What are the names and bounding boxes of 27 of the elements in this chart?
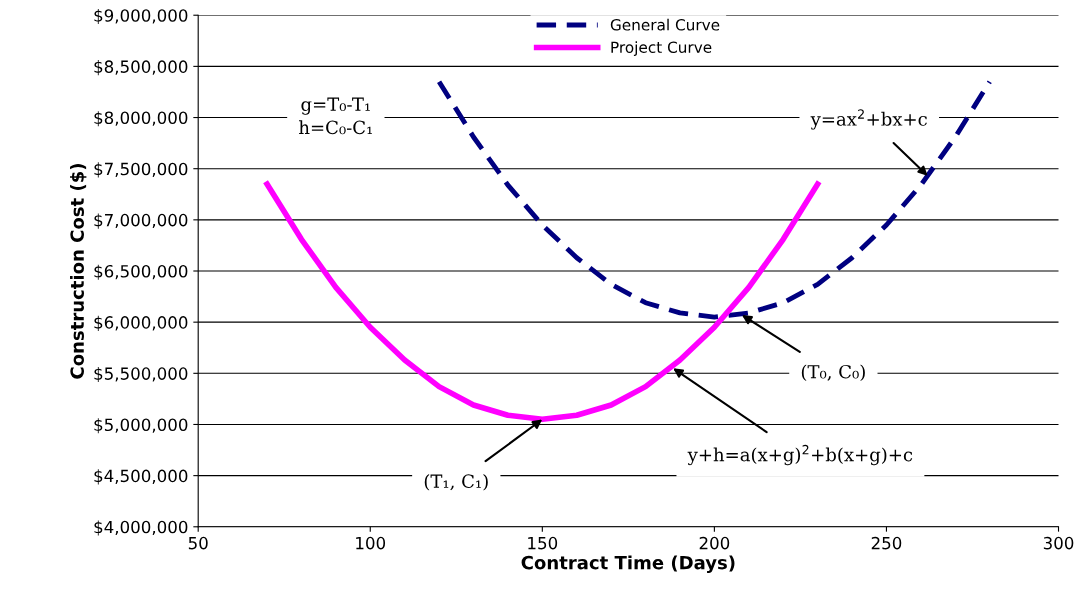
line-series [436,79,993,320]
x-tick-label: 250 [871,536,902,550]
y-tick-label: $5,500,000 [94,366,188,383]
annotation: y=ax$^{2}$+bx+c [810,109,927,130]
annotation: (T₁, C₁) [424,474,488,491]
annotation: g=T₀-T₁ h=C₀-C₁ [299,97,372,135]
y-tick-label: $9,000,000 [94,8,188,25]
x-tick-label: 50 [188,536,208,550]
y-tick-label: $8,500,000 [94,60,188,76]
y-axis-title: Construction Cost ($) [70,164,87,379]
y-tick-label: $4,500,000 [94,469,188,485]
legend-label: Project Curve [611,41,712,56]
annotation: y+h=a(x+g)$^{2}$+b(x+g)+c [687,444,913,466]
x-axis-title: Contract Time (Days) [521,555,735,574]
x-tick-label: 100 [356,536,386,550]
y-tick-label: $4,000,000 [94,520,188,536]
y-tick-label: $7,500,000 [94,162,188,178]
y-tick-label: $5,000,000 [94,418,188,434]
y-tick-label: $7,000,000 [94,213,188,229]
y-tick-label: $6,000,000 [94,315,188,331]
y-tick-label: $8,000,000 [94,111,188,127]
y-tick-label: $6,500,000 [94,264,188,280]
x-tick-label: 150 [528,536,558,550]
x-tick-label: 200 [699,536,730,550]
x-tick-label: 300 [1043,536,1074,550]
legend-label: General Curve [610,18,720,31]
annotation: (T₀, C₀) [801,364,865,382]
